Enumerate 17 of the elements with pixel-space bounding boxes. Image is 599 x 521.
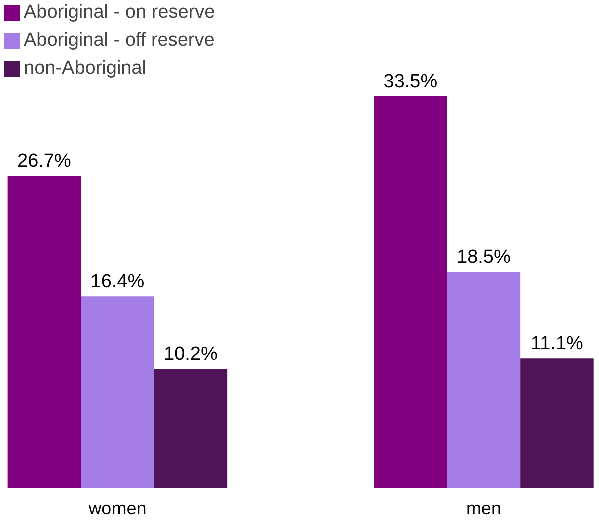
bar — [8, 176, 82, 488]
x-tick-label: women — [88, 498, 147, 518]
bar — [154, 369, 228, 488]
data-label: 16.4% — [90, 272, 145, 293]
legend-label: non-Aboriginal — [24, 58, 147, 80]
data-label: 26.7% — [18, 151, 72, 172]
x-tick-label: men — [466, 498, 502, 518]
data-label: 10.2% — [164, 344, 218, 366]
data-label: 33.5% — [384, 72, 438, 93]
legend-label: Aboriginal - on reserve — [24, 2, 216, 24]
bar — [447, 272, 521, 488]
bar — [374, 96, 448, 488]
bar — [81, 296, 154, 488]
data-label: 11.1% — [530, 334, 584, 355]
data-label: 18.5% — [457, 247, 512, 268]
bar — [520, 358, 594, 488]
legend-label: Aboriginal - off reserve — [24, 30, 215, 52]
